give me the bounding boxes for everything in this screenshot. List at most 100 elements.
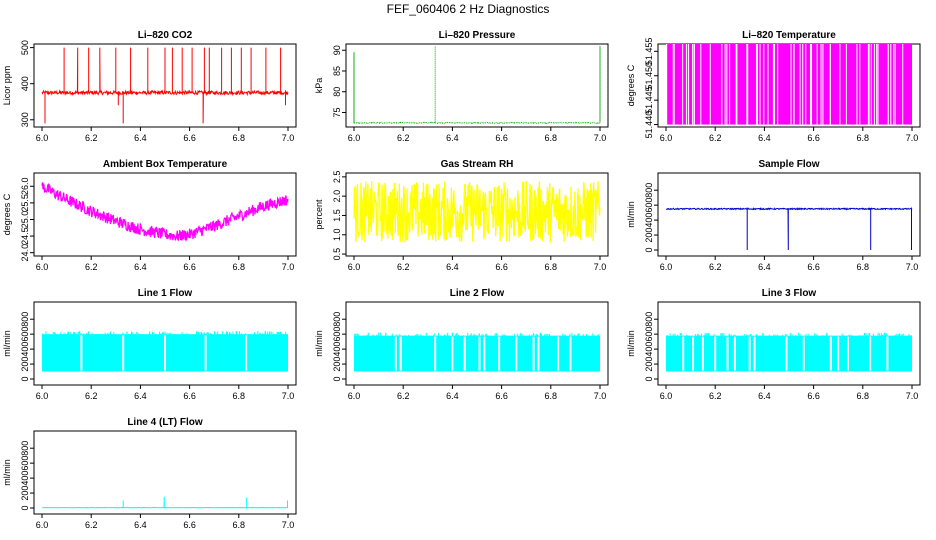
y-axis-label: Licor ppm: [2, 66, 12, 106]
plot-frame: [33, 430, 297, 515]
y-axis-label: degrees C: [2, 193, 12, 235]
x-tick-label: 6.4: [446, 133, 459, 143]
band-gap: [726, 336, 729, 371]
band-gap: [164, 335, 166, 371]
y-tick-label: 1.5: [332, 209, 342, 222]
x-tick-label: 6.0: [660, 391, 673, 401]
x-tick-label: 6.8: [233, 262, 246, 272]
x-tick-label: 6.6: [183, 520, 196, 530]
x-tick-label: 6.0: [348, 391, 361, 401]
x-tick-label: 6.8: [233, 391, 246, 401]
band-gap: [483, 336, 486, 371]
band-gap: [886, 336, 889, 371]
y-tick-label: 400: [20, 471, 30, 486]
y-tick-label: 0: [644, 377, 654, 382]
plot-frame: [345, 43, 609, 128]
y-tick-label: 600: [332, 327, 342, 342]
chart-panel-5: Gas Stream RH 6.0 6.2 6.4 6.6 6.8 7.0 0.5 1.0 1.5…: [314, 159, 609, 272]
y-tick-label: 800: [20, 441, 30, 456]
x-tick-label: 6.2: [397, 391, 410, 401]
x-tick-label: 6.8: [545, 391, 558, 401]
x-tick-label: 7.0: [594, 133, 607, 143]
x-tick-label: 6.2: [709, 133, 722, 143]
band-gap: [515, 336, 518, 371]
x-tick-label: 7.0: [906, 262, 919, 272]
y-tick-label: 600: [644, 327, 654, 342]
band-gap: [733, 336, 736, 371]
x-tick-label: 6.2: [85, 391, 98, 401]
x-tick-label: 6.6: [807, 391, 820, 401]
band-gap: [869, 336, 872, 371]
data-series: [41, 182, 289, 242]
y-tick-label: 600: [20, 327, 30, 342]
panel-title: Gas Stream RH: [441, 159, 514, 170]
panel-title: Li–820 Pressure: [439, 30, 516, 41]
x-tick-label: 7.0: [282, 133, 295, 143]
y-tick-label: 600: [644, 198, 654, 213]
band-gap: [245, 335, 248, 371]
y-tick-label: 51.455: [644, 38, 654, 66]
y-tick-label: 0: [20, 377, 30, 382]
band-gap: [204, 335, 207, 371]
band-gap: [569, 336, 572, 371]
x-tick-label: 6.2: [397, 262, 410, 272]
band-gap: [692, 336, 695, 371]
y-tick-label: 80: [332, 87, 342, 97]
series-line: [353, 46, 601, 125]
x-tick-label: 6.8: [857, 262, 870, 272]
chart-panel-9: Line 3 Flow 6.0 6.2 6.4 6.6 6.8 7.0 0 2004006008…: [626, 288, 921, 401]
band-gap: [557, 336, 560, 371]
band-gap: [122, 335, 125, 371]
x-tick-label: 7.0: [282, 520, 295, 530]
plot-frame: [345, 172, 609, 257]
y-tick-label: 200: [20, 486, 30, 501]
band-gap: [829, 336, 832, 371]
band-gap: [463, 336, 466, 371]
x-tick-label: 6.2: [397, 133, 410, 143]
y-tick-label: 0: [644, 248, 654, 253]
data-series: [354, 332, 600, 372]
data-series: [665, 44, 912, 125]
x-tick-label: 6.6: [495, 391, 508, 401]
band-gap: [394, 336, 397, 371]
x-tick-label: 6.6: [183, 391, 196, 401]
x-tick-label: 6.6: [495, 262, 508, 272]
y-tick-label: 200: [20, 357, 30, 372]
x-tick-label: 6.6: [495, 133, 508, 143]
chart-panel-2: Li–820 Pressure 6.0 6.2 6.4 6.6 6.8 7.0 75 80 85 9…: [314, 30, 609, 143]
band-gap: [537, 336, 540, 371]
y-tick-label: 1.0: [332, 229, 342, 242]
y-tick-label: 200: [332, 357, 342, 372]
series-line: [666, 206, 913, 251]
chart-panel-3: Li–820 Temperature 6.0 6.2 6.4 6.6 6.8 7.0 51.4…: [626, 30, 921, 143]
series-line: [353, 180, 601, 243]
x-tick-label: 6.8: [233, 133, 246, 143]
panel-title: Line 1 Flow: [138, 288, 193, 299]
x-tick-label: 6.4: [758, 133, 771, 143]
x-tick-label: 7.0: [594, 391, 607, 401]
x-tick-label: 6.2: [709, 391, 722, 401]
x-tick-label: 6.6: [183, 133, 196, 143]
y-tick-label: 2.5: [332, 171, 342, 184]
y-axis-label: ml/min: [2, 330, 12, 357]
x-tick-label: 6.0: [36, 133, 49, 143]
y-tick-label: 2.0: [332, 190, 342, 203]
y-tick-label: 300: [20, 112, 30, 127]
band-gap: [478, 336, 481, 371]
y-tick-label: 200: [644, 228, 654, 243]
x-tick-label: 7.0: [906, 391, 919, 401]
data-series: [41, 47, 289, 124]
y-tick-label: 600: [20, 456, 30, 471]
y-tick-label: 400: [20, 342, 30, 357]
y-tick-label: 0: [332, 377, 342, 382]
x-tick-label: 7.0: [282, 262, 295, 272]
band-gap: [532, 336, 535, 371]
chart-panel-1: Li–820 CO2 6.0 6.2 6.4 6.6 6.8 7.0 300 400 500 Lic…: [2, 30, 297, 143]
plot-frame: [33, 43, 297, 128]
x-tick-label: 6.4: [134, 520, 147, 530]
x-tick-label: 6.6: [183, 262, 196, 272]
y-tick-label: 75: [332, 107, 342, 117]
y-tick-label: 51.445: [644, 86, 654, 114]
band-gap: [682, 336, 685, 371]
